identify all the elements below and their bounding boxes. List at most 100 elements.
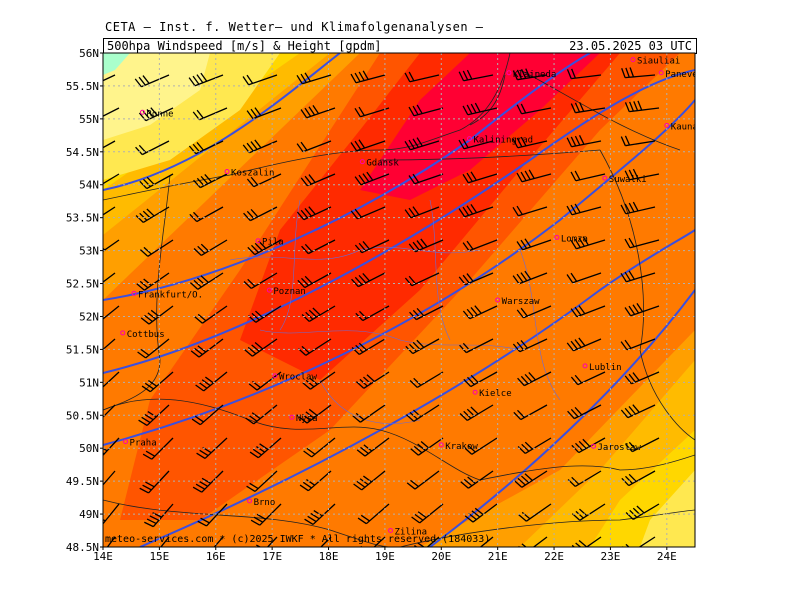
- wind-barb: [247, 239, 282, 256]
- wind-barb: [103, 140, 116, 149]
- city-marker: [289, 414, 295, 420]
- city: Poznan: [266, 287, 306, 297]
- wind-barb: [188, 140, 224, 155]
- city-marker: [131, 290, 137, 296]
- wind-barb: [624, 168, 660, 181]
- wind-barb: [516, 305, 552, 319]
- header-valid-time: 23.05.2025 03 UTC: [569, 39, 692, 53]
- city-marker: [658, 70, 664, 76]
- wind-barb: [103, 470, 116, 486]
- wind-barb: [246, 107, 282, 120]
- wind-barb: [566, 135, 602, 148]
- city: Lublin: [582, 363, 622, 373]
- lon-tick-label: 19E: [375, 550, 395, 563]
- wind-barb: [300, 173, 336, 187]
- city: Kaunas: [664, 122, 695, 132]
- wind-barb: [462, 239, 498, 252]
- wind-barb: [188, 72, 224, 87]
- wind-barb: [513, 470, 548, 488]
- wind-barb: [136, 272, 170, 291]
- wind-barb: [250, 503, 282, 526]
- city-label: Praha: [130, 439, 157, 449]
- city: Kaliningrad: [466, 136, 533, 146]
- wind-barb: [103, 437, 120, 457]
- city-marker: [224, 169, 230, 175]
- lat-tick-label: 50N: [79, 442, 99, 455]
- wind-barb: [353, 470, 386, 491]
- lon-tick-label: 21E: [488, 550, 508, 563]
- wind-barb: [197, 503, 228, 527]
- wind-barb: [242, 139, 278, 154]
- wind-barb: [194, 305, 228, 324]
- wind-barbs: [103, 67, 660, 547]
- slovakia-hungary-border: [399, 509, 695, 547]
- city: Kielce: [472, 389, 512, 399]
- wind-barb: [134, 74, 170, 88]
- wind-barb: [255, 536, 278, 547]
- wind-barb: [620, 135, 656, 147]
- footer-copyright: meteo-services.com * (c)2025 IWKF * All …: [105, 534, 491, 545]
- czech-southern-border: [103, 499, 391, 547]
- wind-barb: [516, 238, 552, 251]
- supertitle: CETA – Inst. f. Wetter– und Klimafolgena…: [105, 20, 484, 34]
- wind-barb: [103, 74, 116, 82]
- wind-barb: [512, 68, 548, 81]
- wind-barb: [624, 100, 660, 113]
- city: Nysa: [289, 414, 318, 424]
- city-label: Zilina: [395, 528, 428, 538]
- poland-kaliningrad-border: [379, 149, 601, 161]
- city: Koszalin: [224, 169, 274, 179]
- wind-barb: [404, 206, 440, 219]
- wind-barb: [620, 201, 656, 215]
- wind-barb: [458, 138, 494, 150]
- city-label: Jaroslaw: [598, 443, 642, 453]
- wind-barb: [103, 338, 116, 351]
- wind-barb: [301, 305, 336, 323]
- city: Suwalki: [602, 175, 647, 185]
- wind-barb: [296, 72, 332, 85]
- lat-tick-label: 53N: [79, 245, 99, 258]
- wind-barb: [301, 239, 336, 255]
- wind-barb: [570, 170, 606, 182]
- height-contour: [429, 289, 695, 547]
- lat-tick-label: 49N: [79, 508, 99, 521]
- city-label: Ronne: [146, 109, 173, 119]
- city-marker: [630, 57, 636, 63]
- city-label: Cottbus: [127, 330, 165, 340]
- city-label: Siauliai: [637, 57, 680, 67]
- wind-barb: [624, 303, 660, 317]
- wind-barb: [406, 470, 440, 490]
- lat-tick-label: 53.5N: [66, 212, 99, 225]
- wind-barb: [354, 106, 390, 118]
- curonian-coast: [469, 74, 506, 126]
- wind-barb: [516, 169, 552, 183]
- city: Zilina: [388, 528, 428, 538]
- city-marker: [591, 443, 597, 449]
- slovakia-poland-border: [479, 454, 695, 481]
- lon-tick-label: 18E: [319, 550, 339, 563]
- city: Pila: [255, 238, 284, 248]
- wind-barb: [516, 103, 552, 115]
- city-marker: [120, 330, 126, 336]
- wind-barb: [303, 437, 336, 458]
- wind-barb: [245, 404, 278, 425]
- wind-barb: [458, 69, 494, 82]
- wind-barb: [350, 206, 386, 220]
- wind-barb: [620, 338, 656, 351]
- map-header: 500hpa Windspeed [m/s] & Height [gpdm] 2…: [103, 38, 697, 54]
- shading-band-crimson: [360, 53, 600, 200]
- wind-barb: [463, 437, 498, 455]
- lat-tick-label: 52.5N: [66, 278, 99, 291]
- wind-barb: [140, 305, 174, 325]
- city-label: Lomza: [561, 234, 588, 244]
- wind-barb: [360, 536, 386, 547]
- axis-labels: 14E 15E 16E 17E 18E 19E 20E 21E 22E 23E 24E 56N 55.5…: [66, 47, 677, 563]
- wind-barb: [189, 272, 224, 290]
- city: Frankfurt/O.: [131, 290, 203, 300]
- lon-tick-label: 15E: [149, 550, 169, 563]
- shading-southeast-pale: [640, 470, 695, 547]
- wind-barb: [139, 470, 170, 494]
- city-marker: [466, 136, 472, 142]
- lon-tick-label: 20E: [431, 550, 451, 563]
- wind-barb: [144, 503, 174, 528]
